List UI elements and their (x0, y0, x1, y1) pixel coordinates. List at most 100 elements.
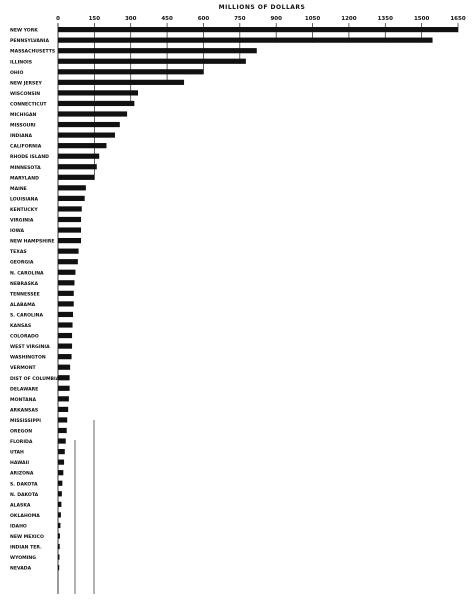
bar (58, 195, 85, 201)
x-tick-label: 1650 (450, 16, 465, 22)
category-label: NEBRASKA (10, 281, 38, 287)
bar (58, 438, 66, 444)
x-tick-label: 1500 (414, 16, 429, 22)
bar (58, 406, 69, 412)
category-label: PENNSYLVANIA (10, 38, 49, 44)
x-tick-label: 1200 (341, 16, 356, 22)
bar (58, 259, 78, 265)
bar (58, 533, 60, 539)
category-label: MAINE (10, 186, 27, 192)
category-label: S. DAKOTA (10, 481, 38, 487)
category-label: HAWAII (10, 460, 29, 466)
x-tick-label: 750 (234, 16, 246, 22)
category-label: MONTANA (10, 397, 36, 403)
category-label: S. CAROLINA (10, 312, 44, 318)
category-label: NEW HAMPSHIRE (10, 239, 55, 245)
bar (58, 364, 71, 370)
category-label: KENTUCKY (10, 207, 38, 213)
bar (58, 164, 97, 170)
category-label: ARKANSAS (10, 407, 38, 413)
bar (58, 459, 65, 465)
x-tick-label: 1050 (305, 16, 320, 22)
x-tick-label: 1350 (378, 16, 393, 22)
bars (58, 27, 458, 571)
category-label: N. CAROLINA (10, 270, 44, 276)
category-label: OHIO (10, 70, 23, 76)
category-label: VIRGINIA (10, 218, 34, 224)
bar (58, 501, 62, 507)
bar (58, 280, 75, 286)
category-label: ALASKA (10, 502, 31, 508)
category-label: NEW JERSEY (10, 80, 42, 86)
category-label: MISSISSIPPI (10, 418, 41, 424)
category-label: WEST VIRGINIA (10, 344, 50, 350)
bar (58, 354, 72, 360)
bar (58, 238, 82, 244)
bar (58, 206, 82, 212)
bar (58, 396, 69, 402)
bar (58, 185, 86, 191)
x-tick-label: 600 (198, 16, 210, 22)
category-label: INDIAN TER. (10, 545, 42, 551)
bar (58, 100, 135, 107)
x-tick-label: 900 (270, 16, 282, 22)
bar (58, 385, 70, 391)
category-label: DIST OF COLUMBIA (10, 376, 60, 382)
category-label: WISCONSIN (10, 91, 40, 97)
bar (58, 417, 68, 423)
category-label: IOWA (10, 228, 24, 234)
bar (58, 248, 79, 254)
x-tick-label: 150 (89, 16, 101, 22)
category-label: LOUISIANA (10, 196, 39, 202)
category-label: MASSACHUSETTS (10, 49, 55, 55)
category-label: CALIFORNIA (10, 144, 42, 150)
bar (58, 27, 458, 33)
bar (58, 153, 100, 159)
category-label: MISSOURI (10, 123, 36, 129)
bar (58, 132, 115, 138)
category-label: ILLINOIS (10, 59, 32, 65)
bar (58, 512, 61, 518)
category-labels: NEW YORK PENNSYLVANIA MASSACHUSETTS ILLINOI… (10, 28, 60, 572)
category-label: INDIANA (10, 133, 32, 139)
category-label: ALABAMA (10, 302, 36, 308)
category-label: NEW MEXICO (10, 534, 44, 540)
bar (58, 543, 60, 550)
bar (58, 143, 107, 149)
bar (58, 565, 60, 571)
bar (58, 322, 73, 328)
bar (58, 269, 76, 275)
bar (58, 216, 82, 223)
bar (58, 522, 61, 529)
category-label: VERMONT (10, 365, 37, 371)
category-label: NEVADA (10, 566, 32, 572)
bar (58, 111, 128, 117)
category-label: UTAH (10, 450, 24, 456)
category-label: OKLAHOMA (10, 513, 40, 519)
category-label: OREGON (10, 429, 32, 435)
bar (58, 37, 433, 43)
bar (58, 449, 65, 455)
category-label: TEXAS (10, 249, 27, 255)
category-label: MICHIGAN (10, 112, 37, 118)
category-label: RHODE ISLAND (10, 154, 49, 160)
category-label: COLORADO (10, 334, 39, 340)
category-label: NEW YORK (10, 28, 38, 34)
category-label: GEORGIA (10, 260, 34, 266)
category-label: DELAWARE (10, 386, 38, 392)
bar (58, 90, 138, 96)
x-axis-ticks: 0 150 300 450 600 750 900 1050 1200 1350 1500 1650 (56, 16, 466, 22)
category-label: MARYLAND (10, 175, 39, 181)
category-label: N. DAKOTA (10, 492, 39, 498)
bar (58, 480, 63, 486)
bar (58, 332, 73, 339)
category-label: WASHINGTON (10, 355, 46, 361)
bar (58, 121, 120, 128)
bar (58, 470, 64, 476)
category-label: WYOMING (10, 555, 36, 561)
bar (58, 343, 73, 349)
bar (58, 301, 74, 307)
bar (58, 227, 82, 233)
bar (58, 290, 74, 296)
